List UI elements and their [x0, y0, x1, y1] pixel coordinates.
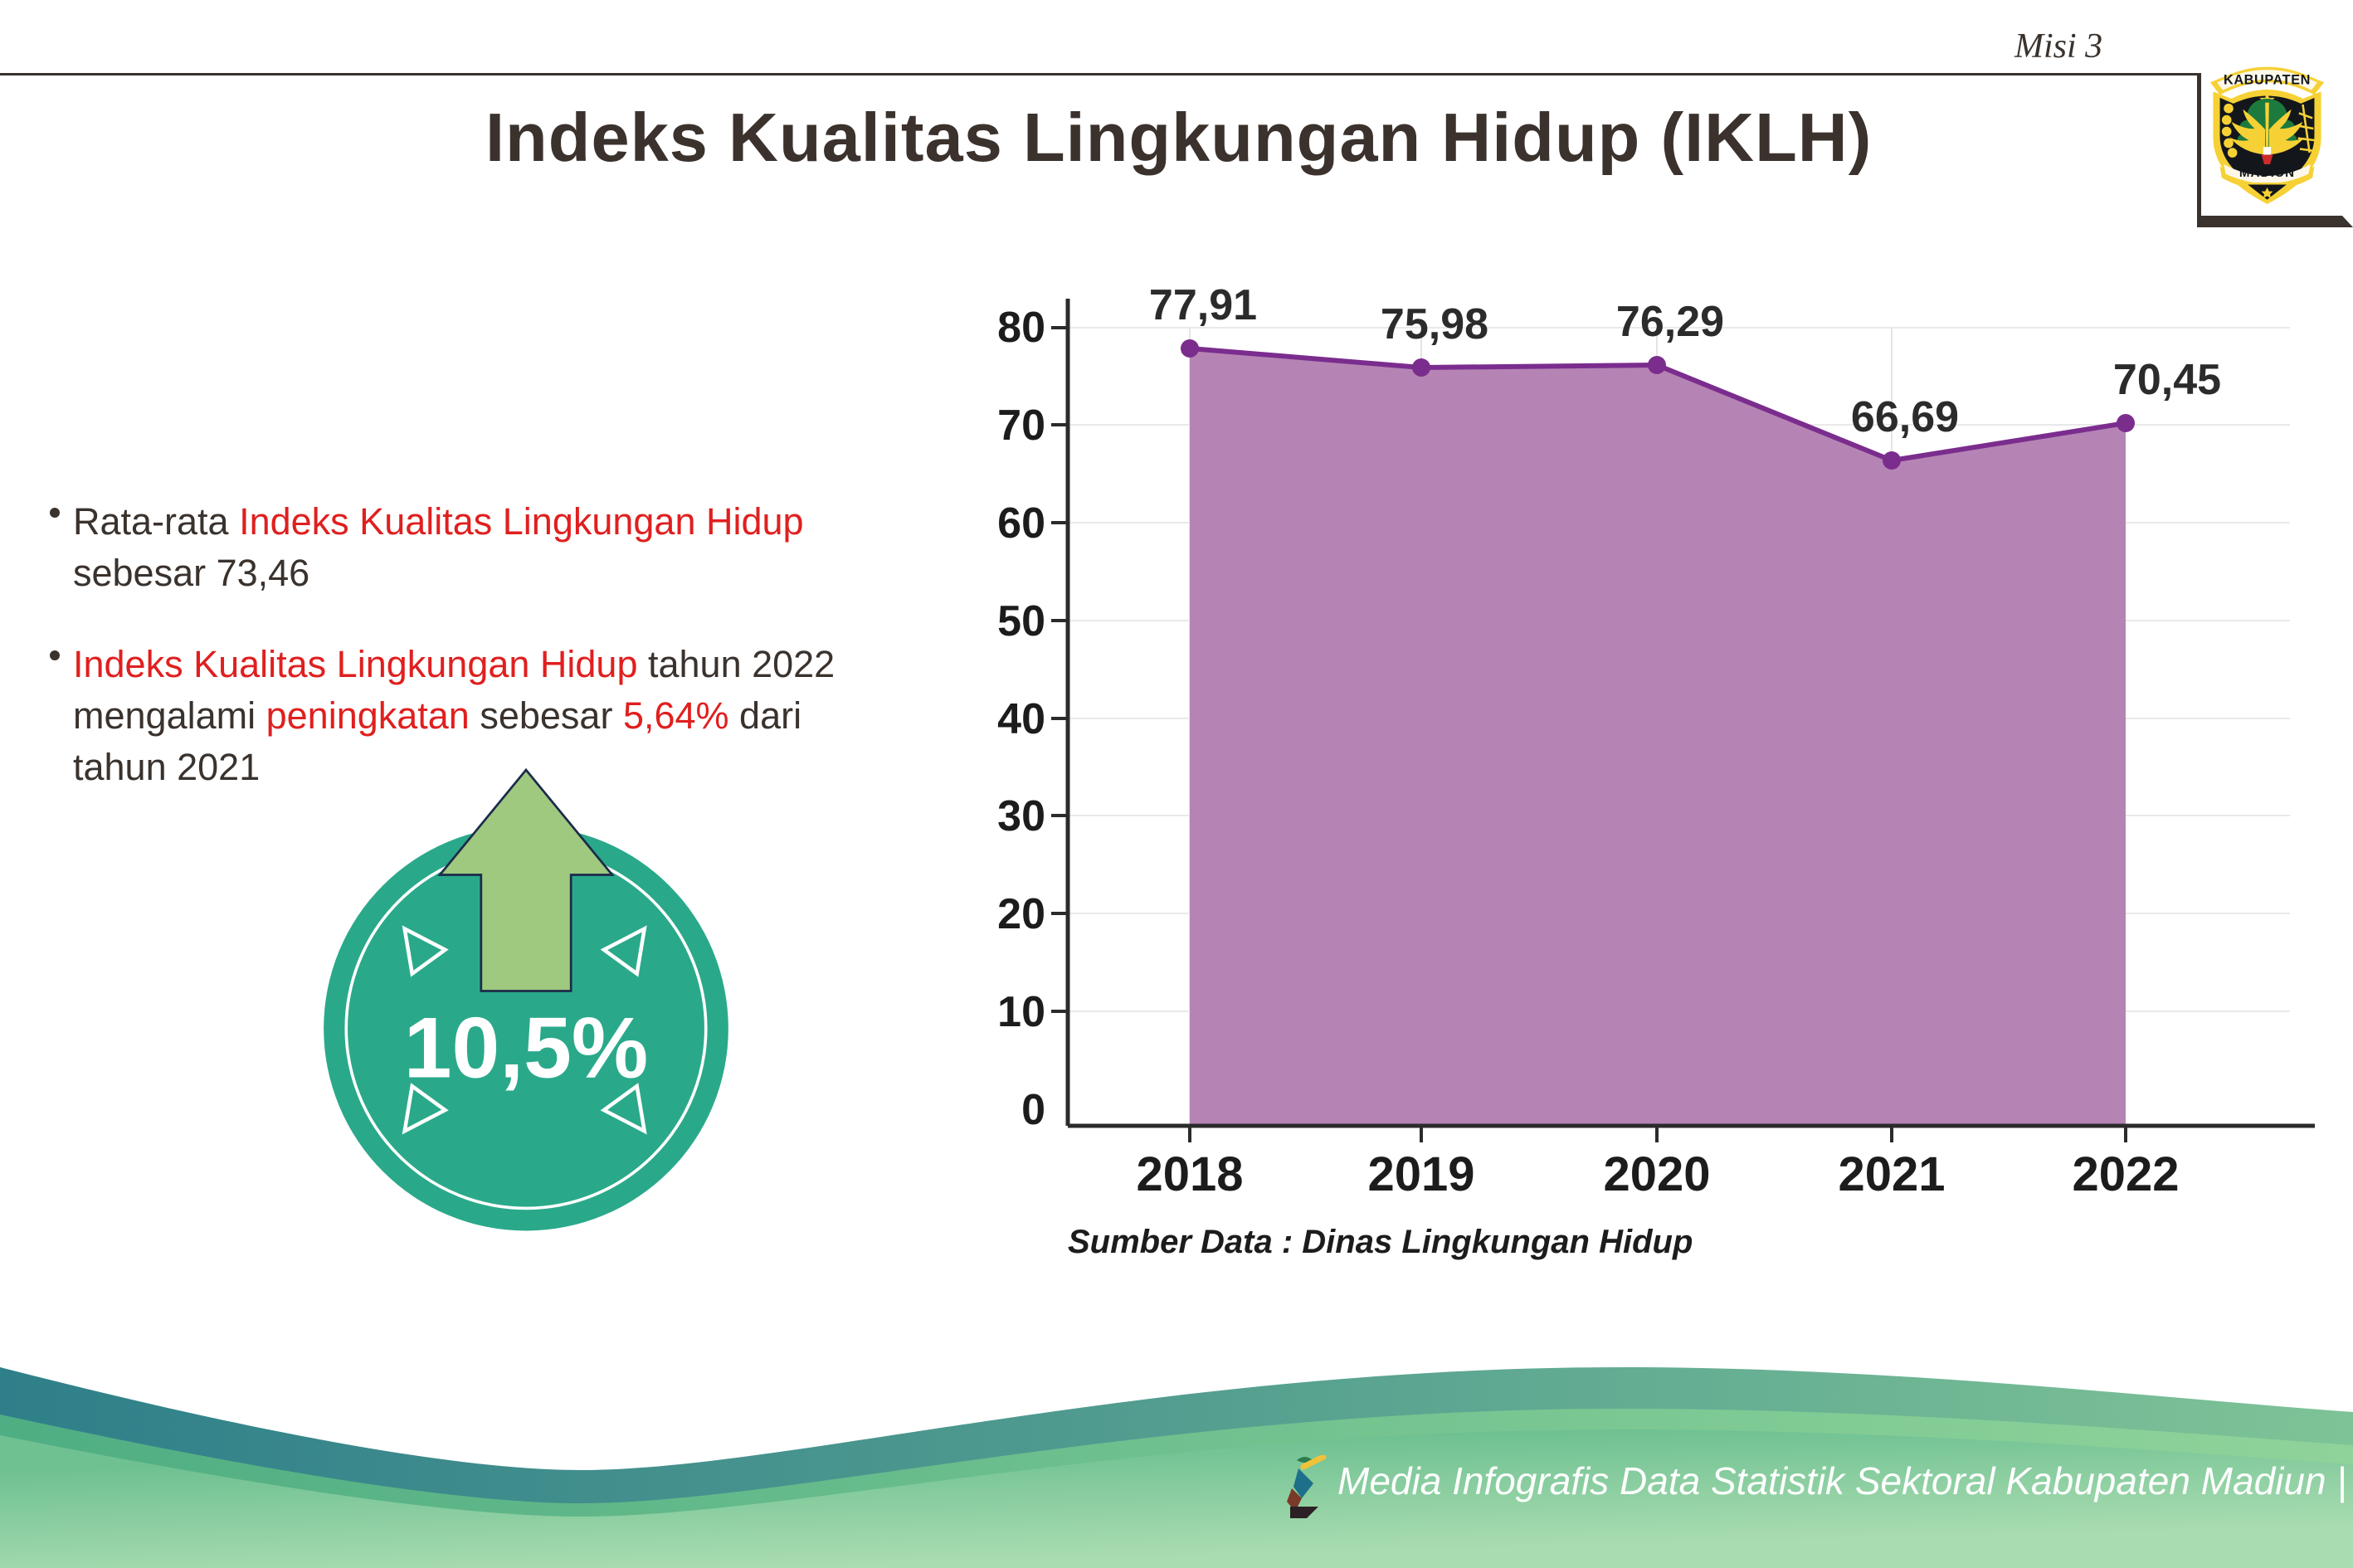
svg-text:Sumber Data : Dinas Lingkungan: Sumber Data : Dinas Lingkungan Hidup [1068, 1224, 1693, 1260]
svg-text:2022: 2022 [2072, 1147, 2179, 1201]
svg-text:60: 60 [997, 499, 1045, 548]
svg-text:KABUPATEN: KABUPATEN [2224, 73, 2311, 88]
svg-text:2020: 2020 [1603, 1147, 1710, 1201]
svg-text:10: 10 [997, 988, 1045, 1036]
svg-text:80: 80 [997, 304, 1045, 352]
svg-text:77,91: 77,91 [1149, 281, 1257, 329]
svg-text:75,98: 75,98 [1381, 300, 1488, 348]
svg-text:30: 30 [997, 792, 1045, 840]
svg-text:0: 0 [1021, 1086, 1045, 1134]
svg-text:76,29: 76,29 [1616, 298, 1724, 346]
svg-text:2019: 2019 [1367, 1147, 1474, 1201]
svg-text:10,5%: 10,5% [404, 1000, 649, 1096]
svg-text:2021: 2021 [1838, 1147, 1945, 1201]
svg-text:2018: 2018 [1136, 1147, 1243, 1201]
svg-text:70: 70 [997, 402, 1045, 450]
svg-text:66,69: 66,69 [1851, 393, 1959, 441]
svg-text:50: 50 [997, 597, 1045, 645]
svg-text:70,45: 70,45 [2113, 356, 2221, 404]
svg-text:20: 20 [997, 890, 1045, 938]
svg-text:40: 40 [997, 695, 1045, 743]
svg-text:MADIUN: MADIUN [2239, 166, 2295, 180]
